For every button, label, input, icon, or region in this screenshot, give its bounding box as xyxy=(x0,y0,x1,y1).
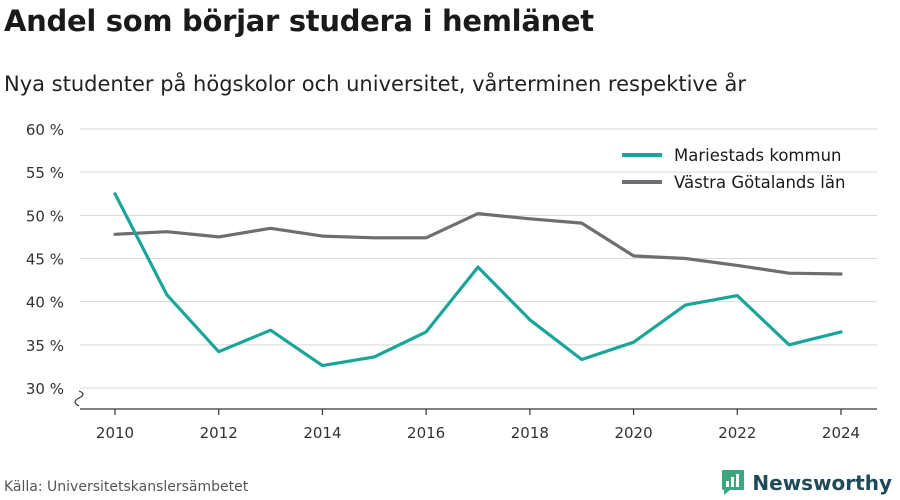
legend-label: Västra Götalands län xyxy=(674,173,845,192)
brand-name: Newsworthy xyxy=(752,470,892,495)
x-tick-label: 2016 xyxy=(407,424,445,442)
series-line-mariestad xyxy=(113,192,843,368)
x-tick-label: 2018 xyxy=(511,424,549,442)
series-line-vastra-gotaland xyxy=(113,212,843,276)
chart-subtitle: Nya studenter på högskolor och universit… xyxy=(4,72,746,96)
y-tick-label: 30 % xyxy=(26,380,64,398)
y-tick-label: 55 % xyxy=(26,164,64,182)
source-note: Källa: Universitetskanslersämbetet xyxy=(4,479,249,495)
chart-title: Andel som börjar studera i hemlänet xyxy=(4,4,594,38)
x-tick-label: 2014 xyxy=(303,424,341,442)
line-chart: 30 % 35 % 40 % 45 % 50 % 55 % 60 % 2010 2012 2014… xyxy=(26,121,877,442)
brand: Newsworthy xyxy=(721,469,892,496)
y-tick-label: 45 % xyxy=(26,251,64,269)
x-tick-label: 2020 xyxy=(614,424,652,442)
y-tick-label: 35 % xyxy=(26,337,64,355)
axis-break-mark xyxy=(74,390,84,407)
x-tick-label: 2024 xyxy=(822,424,860,442)
newsworthy-logo-icon xyxy=(722,470,745,495)
legend-label: Mariestads kommun xyxy=(674,146,841,165)
x-tick-label: 2010 xyxy=(96,424,134,442)
x-tick-label: 2012 xyxy=(200,424,238,442)
y-tick-label: 60 % xyxy=(26,121,64,139)
y-tick-label: 50 % xyxy=(26,207,64,225)
x-tick-label: 2022 xyxy=(718,424,756,442)
y-tick-label: 40 % xyxy=(26,294,64,312)
